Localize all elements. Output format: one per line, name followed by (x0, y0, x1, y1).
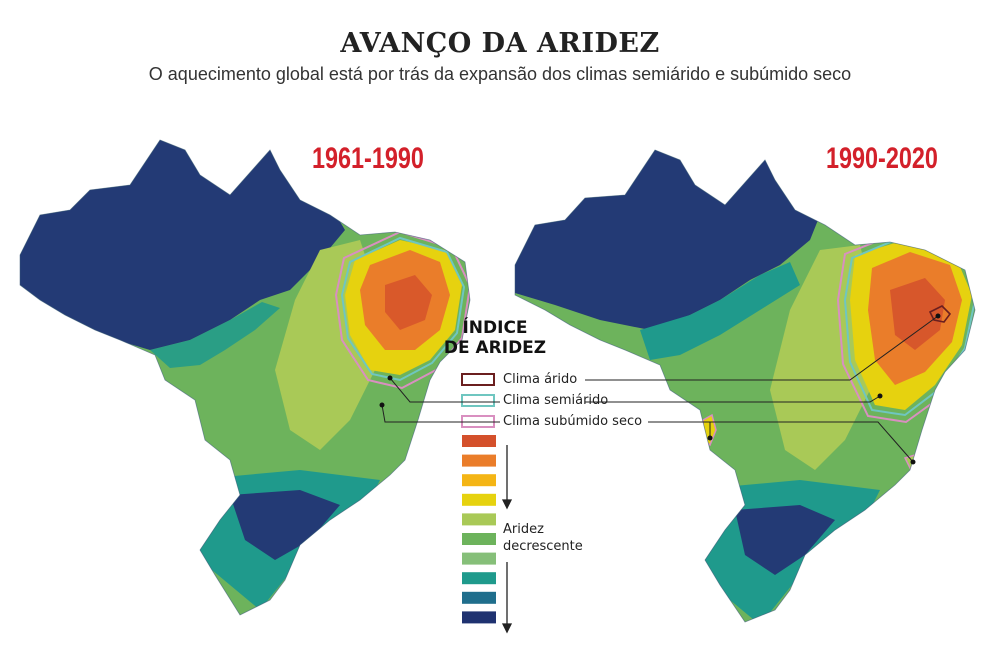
teal-band-2020 (640, 262, 800, 360)
legend-outline-swatch-1 (461, 373, 495, 386)
legend-scale-swatch-3 (462, 474, 496, 487)
legend-title-line1: ÍNDICE (462, 318, 528, 338)
legend-scale-swatch-6 (462, 533, 496, 545)
arid-outline-2020 (928, 305, 952, 323)
legend-scale-swatch-4 (462, 493, 496, 506)
leader-arido-right (585, 315, 939, 381)
legend-scale-swatch-5 (462, 513, 496, 526)
map-1961-1990 (19, 139, 471, 616)
leader-semiarido-left (389, 377, 500, 403)
legend-scale-swatch-7 (462, 552, 496, 565)
legend-scale-label-line2: decrescente (503, 539, 583, 554)
legend-color-scale (462, 435, 496, 624)
leader-dots (379, 313, 941, 465)
semiarid-outline-1961 (340, 236, 466, 382)
legend-label-subumido: Clima subúmido seco (503, 414, 643, 429)
teal-band-1961 (150, 302, 280, 368)
decreasing-arrow-1 (501, 445, 513, 510)
legend-scale-swatch-9 (462, 591, 496, 604)
legend-label-semiarido: Clima semiárido (503, 393, 609, 408)
legend-outline-swatches (461, 373, 495, 428)
semiarid-red-1961 (385, 275, 432, 330)
decreasing-arrow-2 (501, 562, 513, 634)
chart-subtitle: O aquecimento global está por trás da ex… (148, 64, 852, 84)
legend-title: ÍNDICE DE ARIDEZ (440, 318, 550, 358)
leader-subumido-left (381, 404, 500, 423)
leader-lines (381, 315, 939, 463)
legend-scale-swatch-10 (462, 611, 496, 624)
legend-outline-swatch-2 (461, 394, 495, 407)
legend-scale-label: Aridez decrescente (503, 521, 583, 555)
south-blue-2020 (735, 505, 835, 575)
legend-scale-swatch-1 (462, 435, 496, 447)
south-blue-1961 (230, 490, 340, 560)
leader-semiarido-right (585, 395, 881, 403)
semiarid-red-2020 (890, 278, 945, 350)
legend-title-line2: DE ARIDEZ (443, 338, 547, 358)
legend-label-arido: Clima árido (503, 372, 578, 387)
period-label-1990-2020: 1990-2020 (826, 142, 938, 175)
legend-scale-label-line1: Aridez (503, 522, 544, 537)
legend-scale-swatch-8 (462, 572, 496, 585)
amazon-region-2020 (515, 150, 820, 330)
leader-subumido-right (648, 421, 914, 463)
legend-scale-swatch-2 (462, 454, 496, 467)
chart-title: AVANÇO DA ARIDEZ (340, 28, 660, 59)
period-label-1961-1990: 1961-1990 (312, 142, 424, 175)
